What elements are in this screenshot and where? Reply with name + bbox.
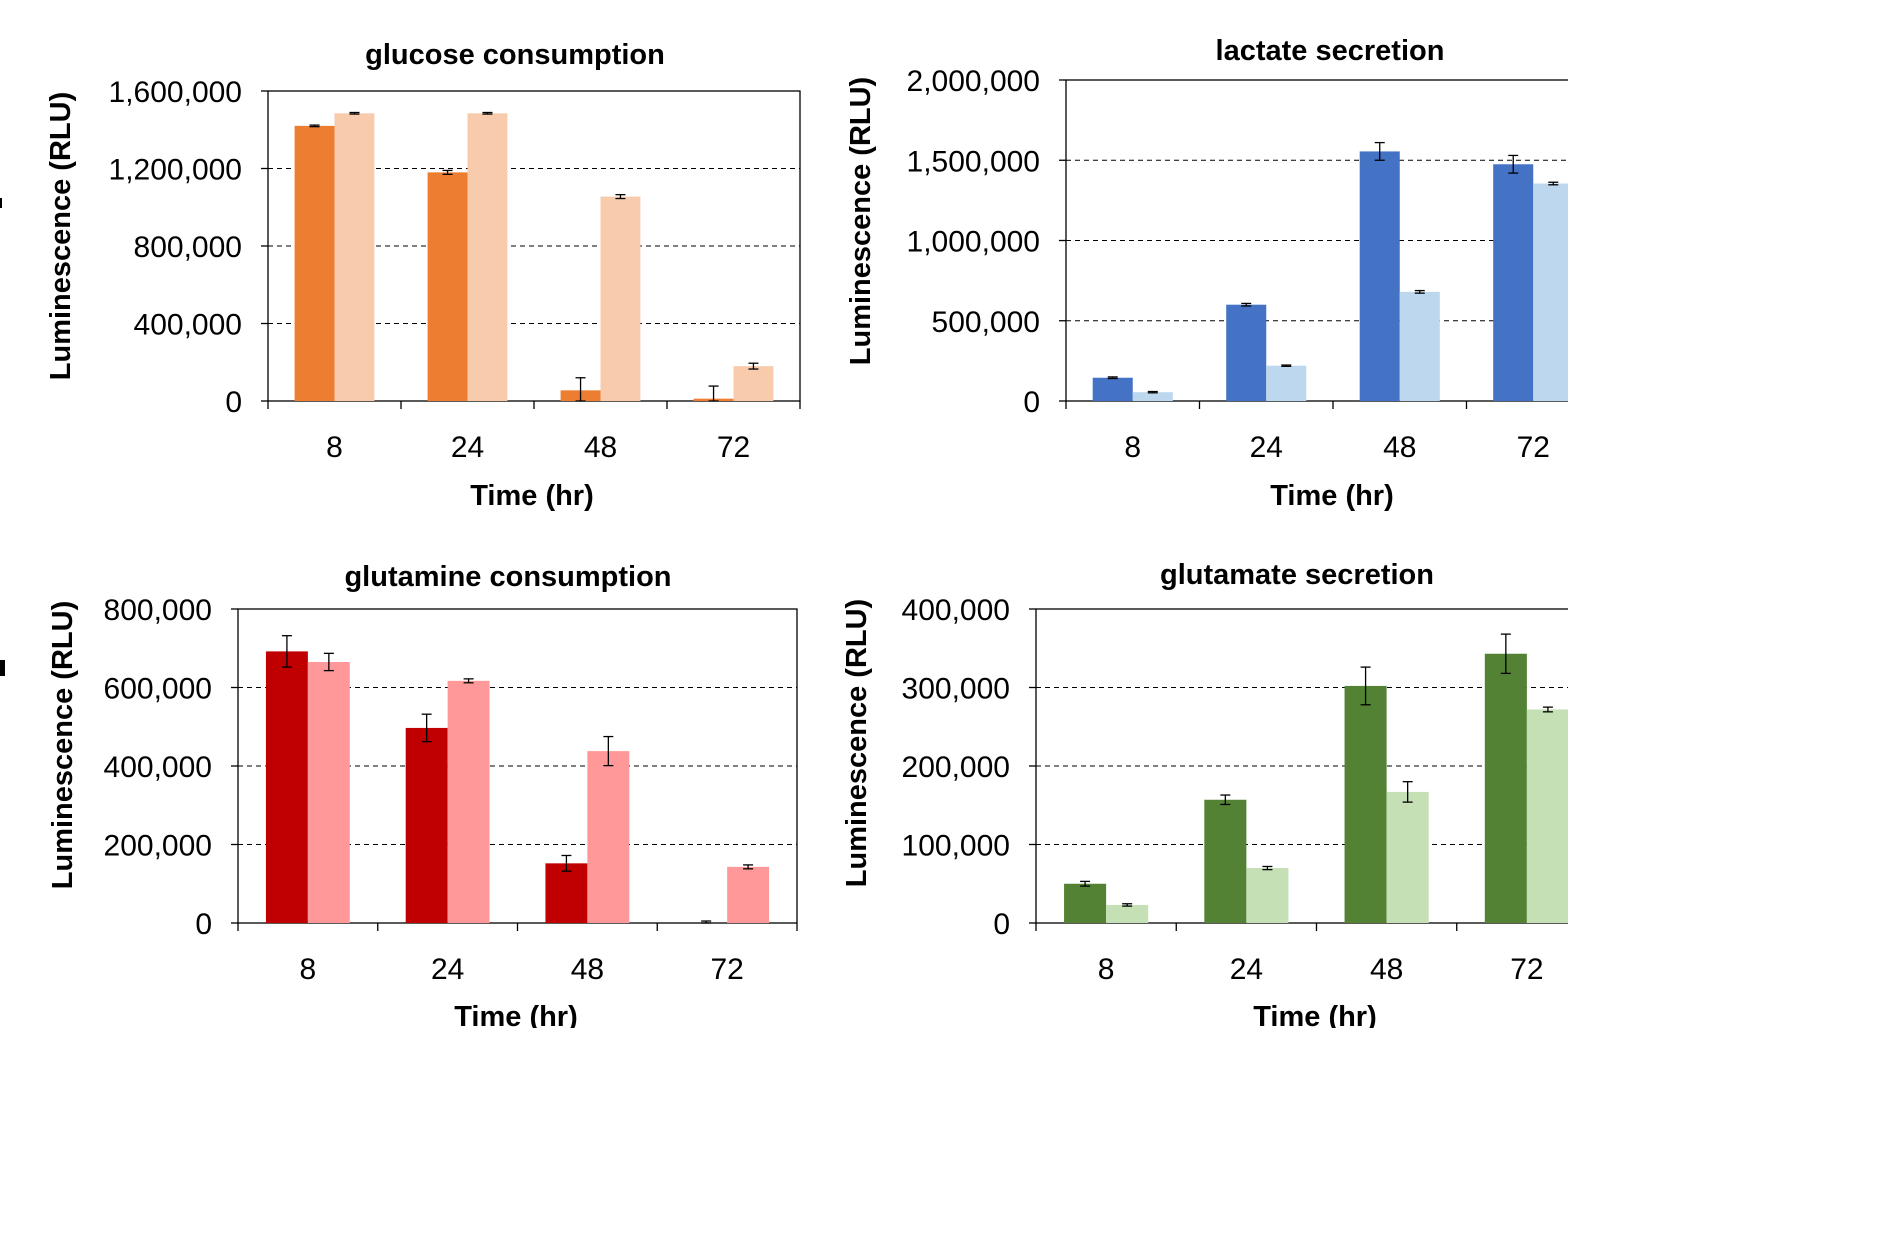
bar-series2-24h — [1246, 868, 1289, 923]
bar-series1-48h — [545, 863, 588, 923]
bar-series1-8h — [294, 125, 335, 401]
x-tick-label: 24 — [431, 953, 464, 986]
x-tick-label: 72 — [717, 431, 750, 464]
x-tick-label: 72 — [710, 953, 743, 986]
x-tick-label: 48 — [1370, 953, 1403, 986]
chart-title: glutamate secretion — [1160, 559, 1434, 591]
y-tick-label: 100,000 — [902, 830, 1010, 863]
y-tick-label: 2,000,000 — [907, 65, 1040, 98]
y-tick-label: 300,000 — [902, 673, 1010, 706]
x-tick-label: 24 — [1250, 431, 1283, 464]
chart-panel-1: 0 400,000 800,000 1,200,000 1,600,000 8 24 48 72… — [45, 39, 801, 512]
bar-series2-72h — [733, 366, 774, 401]
x-tick-label: 48 — [1383, 431, 1416, 464]
x-tick-label: 72 — [1517, 431, 1550, 464]
bar-series1-72h — [1493, 164, 1534, 401]
chart-figure: 0 400,000 800,000 1,200,000 1,600,000 8 24 48 72… — [45, 35, 1568, 1028]
y-tick-label: 0 — [195, 908, 212, 941]
bar-series2-48h — [600, 196, 641, 401]
x-axis-title: Time (hr) — [454, 1001, 578, 1028]
x-tick-label: 8 — [1098, 953, 1115, 986]
bar-series2-8h — [334, 113, 375, 401]
bar-series2-24h — [467, 113, 508, 401]
bar-series2-72h — [1533, 183, 1568, 401]
bar-series1-48h — [1359, 151, 1400, 401]
y-axis-title: Luminescence (RLU) — [845, 77, 877, 365]
y-tick-label: 1,200,000 — [109, 154, 242, 187]
bar-series2-8h — [307, 661, 350, 923]
y-axis-title: Luminescence (RLU) — [47, 601, 79, 889]
x-axis-title: Time (hr) — [470, 480, 594, 512]
x-tick-label: 72 — [1510, 953, 1543, 986]
bar-series1-48h — [1344, 685, 1387, 923]
y-tick-label: 1,000,000 — [907, 226, 1040, 259]
y-tick-label: 400,000 — [134, 309, 242, 342]
y-tick-label: 0 — [993, 908, 1010, 941]
chart-title: glutamine consumption — [344, 561, 671, 593]
bar-series2-8h — [1132, 392, 1173, 401]
left-margin-mark-bottom — [0, 660, 5, 676]
x-tick-label: 24 — [451, 431, 484, 464]
x-tick-label: 8 — [1124, 431, 1141, 464]
bar-series1-24h — [1204, 799, 1247, 923]
y-tick-label: 800,000 — [134, 231, 242, 264]
x-tick-label: 8 — [326, 431, 343, 464]
y-tick-label: 400,000 — [902, 594, 1010, 627]
y-tick-label: 500,000 — [932, 306, 1040, 339]
bar-series2-48h — [1386, 791, 1429, 923]
chart-title: lactate secretion — [1216, 35, 1445, 67]
bar-series2-72h — [1526, 709, 1568, 923]
y-tick-label: 400,000 — [104, 751, 212, 784]
bar-series1-24h — [405, 727, 448, 923]
y-tick-label: 0 — [225, 386, 242, 419]
x-axis-title: Time (hr) — [1253, 1001, 1377, 1028]
y-tick-label: 1,500,000 — [907, 145, 1040, 178]
bar-series2-48h — [1399, 291, 1440, 401]
bar-series1-24h — [427, 172, 468, 401]
bar-series2-24h — [1266, 365, 1307, 401]
chart-panel-4: 0 100,000 200,000 300,000 400,000 8 24 48 72 glut… — [841, 559, 1568, 1028]
chart-panel-3: 0 200,000 400,000 600,000 800,000 8 24 48 72 glut… — [47, 561, 798, 1028]
bar-series1-72h — [1484, 653, 1527, 923]
bar-series2-24h — [447, 680, 490, 923]
chart-title: glucose consumption — [365, 39, 665, 71]
x-tick-label: 24 — [1230, 953, 1263, 986]
x-tick-label: 48 — [571, 953, 604, 986]
y-tick-label: 200,000 — [104, 830, 212, 863]
bar-series2-48h — [587, 751, 630, 923]
y-tick-label: 800,000 — [104, 594, 212, 627]
y-tick-label: 0 — [1023, 386, 1040, 419]
bar-series2-8h — [1106, 904, 1149, 923]
y-axis-title: Luminescence (RLU) — [45, 92, 77, 380]
y-tick-label: 1,600,000 — [109, 76, 242, 109]
left-margin-mark-top — [0, 198, 2, 208]
y-axis-title: Luminescence (RLU) — [841, 599, 873, 887]
bar-series2-72h — [727, 866, 770, 923]
x-tick-label: 8 — [300, 953, 317, 986]
bar-series1-24h — [1226, 304, 1267, 401]
x-tick-label: 48 — [584, 431, 617, 464]
x-axis-title: Time (hr) — [1270, 480, 1394, 512]
bar-series1-8h — [1092, 377, 1133, 401]
bar-series1-8h — [265, 651, 308, 923]
bar-series1-8h — [1064, 883, 1107, 923]
chart-panel-2: 0 500,000 1,000,000 1,500,000 2,000,000 8 24 48… — [845, 35, 1568, 512]
y-tick-label: 200,000 — [902, 751, 1010, 784]
y-tick-label: 600,000 — [104, 673, 212, 706]
